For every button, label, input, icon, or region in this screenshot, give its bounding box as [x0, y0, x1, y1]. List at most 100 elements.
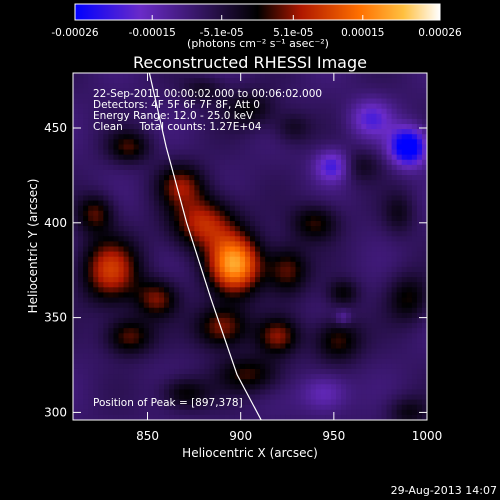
heatmap-cell: [356, 323, 362, 329]
heatmap-cell: [255, 384, 261, 390]
heatmap-cell: [123, 251, 130, 258]
heatmap-cell: [275, 394, 281, 401]
heatmap-cell: [153, 231, 160, 237]
heatmap-cell: [391, 358, 398, 365]
heatmap-cell: [255, 139, 261, 146]
heatmap-cell: [330, 180, 337, 186]
heatmap-cell: [199, 348, 206, 355]
heatmap-cell: [305, 348, 312, 355]
heatmap-cell: [158, 379, 165, 385]
heatmap-cell: [209, 108, 216, 115]
heatmap-cell: [270, 149, 276, 156]
heatmap-cell: [366, 338, 372, 345]
heatmap-cell: [386, 220, 393, 227]
heatmap-cell: [310, 103, 317, 110]
heatmap-cell: [224, 246, 231, 253]
heatmap-cell: [280, 277, 286, 283]
heatmap-cell: [118, 297, 125, 304]
heatmap-cell: [300, 93, 307, 100]
heatmap-cell: [295, 246, 302, 253]
heatmap-cell: [361, 124, 367, 130]
heatmap-cell: [386, 83, 393, 89]
heatmap-cell: [123, 353, 130, 360]
heatmap-cell: [103, 287, 109, 294]
heatmap-cell: [356, 348, 362, 355]
heatmap-cell: [93, 149, 99, 156]
heatmap-cell: [93, 317, 99, 324]
heatmap-cell: [174, 251, 180, 258]
heatmap-cell: [204, 374, 211, 380]
heatmap-cell: [335, 414, 342, 420]
heatmap-cell: [305, 220, 312, 227]
heatmap-cell: [184, 144, 190, 151]
heatmap-cell: [98, 261, 104, 268]
heatmap-cell: [341, 88, 347, 95]
heatmap-cell: [234, 246, 241, 253]
heatmap-cell: [366, 358, 372, 365]
heatmap-cell: [265, 287, 271, 294]
heatmap-cell: [401, 164, 408, 171]
heatmap-cell: [138, 241, 145, 248]
heatmap-cell: [219, 190, 226, 197]
heatmap-cell: [133, 83, 140, 89]
heatmap-cell: [371, 358, 378, 365]
heatmap-cell: [229, 185, 236, 191]
heatmap-cell: [320, 389, 327, 396]
heatmap-cell: [315, 307, 322, 314]
heatmap-cell: [265, 139, 271, 146]
heatmap-cell: [234, 164, 241, 171]
heatmap-cell: [250, 379, 256, 385]
heatmap-cell: [113, 103, 120, 110]
heatmap-cell: [148, 389, 155, 396]
heatmap-cell: [320, 98, 327, 105]
heatmap-cell: [239, 180, 246, 186]
heatmap-cell: [113, 215, 120, 222]
heatmap-cell: [275, 379, 281, 385]
heatmap-cell: [103, 379, 109, 385]
heatmap-cell: [113, 210, 120, 217]
heatmap-cell: [199, 333, 206, 339]
heatmap-cell: [204, 256, 211, 263]
heatmap-cell: [255, 261, 261, 268]
heatmap-cell: [148, 353, 155, 360]
heatmap-cell: [295, 307, 302, 314]
heatmap-cell: [148, 134, 155, 140]
heatmap-cell: [184, 323, 190, 329]
heatmap-cell: [320, 297, 327, 304]
heatmap-cell: [194, 404, 201, 411]
heatmap-cell: [356, 190, 362, 197]
heatmap-cell: [305, 404, 312, 411]
heatmap-cell: [153, 287, 160, 294]
heatmap-cell: [391, 297, 398, 304]
heatmap-cell: [341, 302, 347, 309]
heatmap-cell: [239, 124, 246, 130]
heatmap-cell: [214, 180, 221, 186]
heatmap-cell: [265, 180, 271, 186]
heatmap-cell: [214, 409, 221, 416]
heatmap-cell: [113, 368, 120, 375]
heatmap-cell: [158, 144, 165, 151]
heatmap-cell: [189, 277, 195, 283]
heatmap-cell: [103, 108, 109, 115]
heatmap-cell: [320, 272, 327, 278]
heatmap-cell: [330, 297, 337, 304]
heatmap-cell: [361, 389, 367, 396]
heatmap-cell: [285, 246, 292, 253]
heatmap-cell: [315, 88, 322, 95]
heatmap-cell: [199, 83, 206, 89]
heatmap-cell: [103, 292, 109, 299]
heatmap-cell: [315, 159, 322, 166]
heatmap-cell: [234, 348, 241, 355]
heatmap-cell: [341, 220, 347, 227]
heatmap-cell: [305, 103, 312, 110]
heatmap-cell: [265, 409, 271, 416]
heatmap-cell: [179, 78, 185, 84]
heatmap-cell: [103, 113, 109, 120]
heatmap-cell: [280, 220, 286, 227]
heatmap-cell: [401, 210, 408, 217]
heatmap-cell: [265, 297, 271, 304]
heatmap-cell: [88, 374, 94, 380]
heatmap-cell: [401, 108, 408, 115]
heatmap-cell: [219, 236, 226, 242]
heatmap-cell: [391, 93, 398, 100]
